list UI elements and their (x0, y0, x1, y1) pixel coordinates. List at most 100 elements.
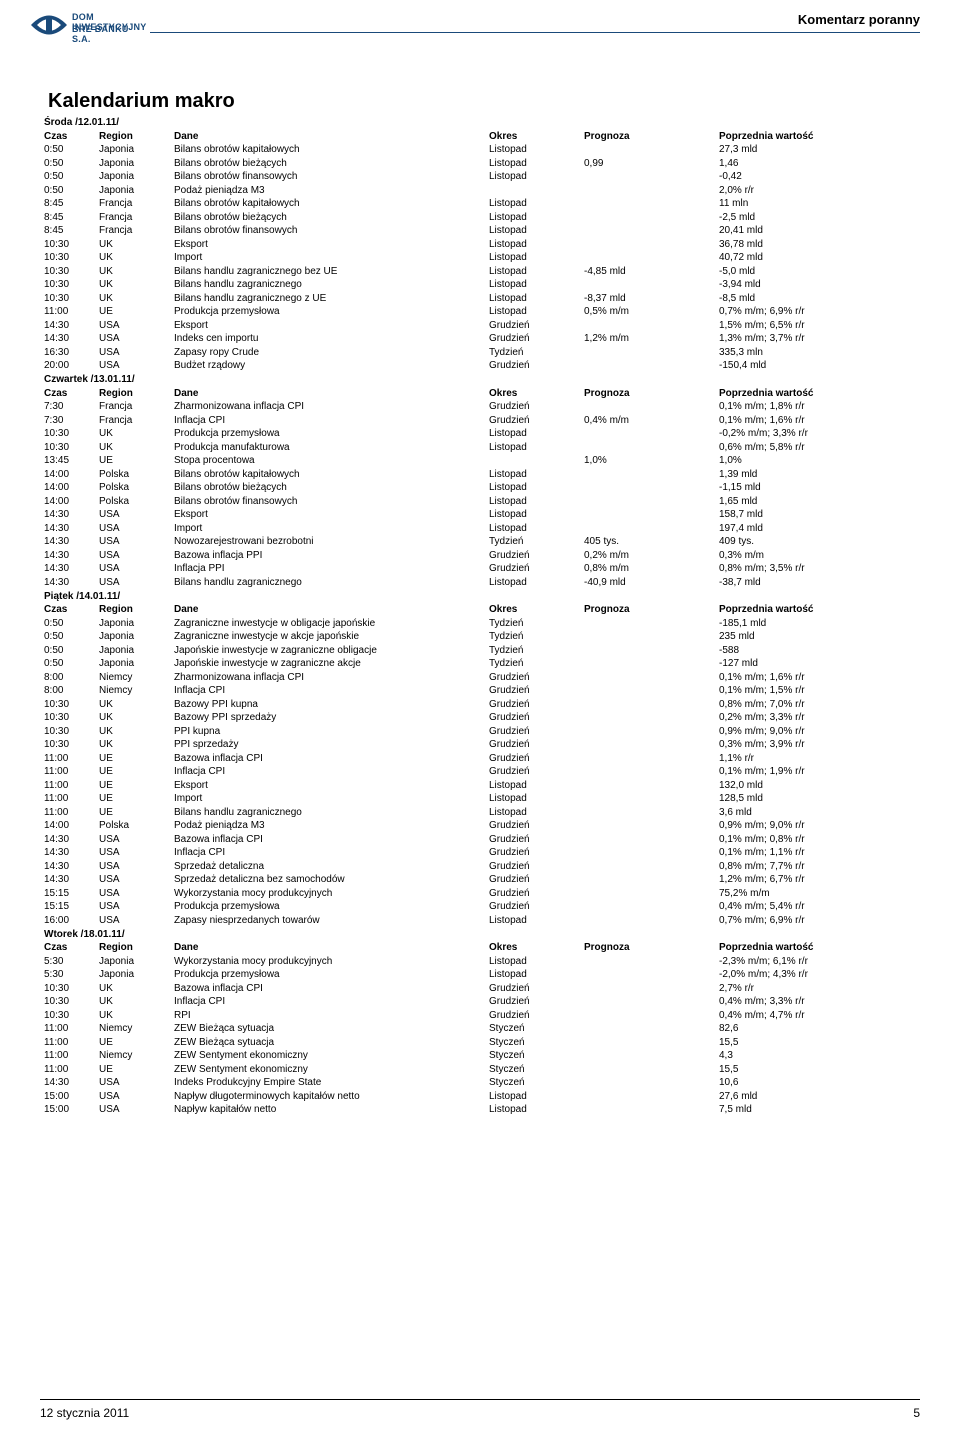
table-row: 14:30USAEksportGrudzień1,5% m/m; 6,5% r/… (42, 319, 920, 333)
table-cell (582, 225, 717, 239)
table-row: 14:30USAIndeks cen importuGrudzień1,2% m… (42, 333, 920, 347)
table-cell: Niemcy (97, 671, 172, 685)
table-row: 11:00UEProdukcja przemysłowaListopad0,5%… (42, 306, 920, 320)
table-cell: 0:50 (42, 157, 97, 171)
table-row: 14:00PolskaBilans obrotów bieżącychListo… (42, 482, 920, 496)
table-cell: 15:00 (42, 1090, 97, 1104)
table-cell: Listopad (487, 1104, 582, 1118)
table-cell: Tydzień (487, 536, 582, 550)
table-row: 11:00NiemcyZEW Bieżąca sytuacjaStyczeń82… (42, 1023, 920, 1037)
table-cell: 0:50 (42, 631, 97, 645)
table-row: 14:30USABazowa inflacja PPIGrudzień0,2% … (42, 549, 920, 563)
table-row: 14:00PolskaBilans obrotów finansowychLis… (42, 495, 920, 509)
table-cell: Grudzień (487, 874, 582, 888)
table-row: 14:30USAImportListopad197,4 mld (42, 522, 920, 536)
table-cell: USA (97, 346, 172, 360)
table-cell: 14:30 (42, 509, 97, 523)
table-cell: Import (172, 522, 487, 536)
table-cell: PPI kupna (172, 725, 487, 739)
logo-icon (30, 12, 68, 38)
table-row: 0:50JaponiaJapońskie inwestycje w zagran… (42, 644, 920, 658)
table-cell: -5,0 mld (717, 265, 920, 279)
table-cell: Tydzień (487, 658, 582, 672)
table-cell: Listopad (487, 292, 582, 306)
table-cell: Listopad (487, 225, 582, 239)
table-cell: Listopad (487, 779, 582, 793)
table-cell: 10:30 (42, 996, 97, 1010)
table-cell: Grudzień (487, 333, 582, 347)
table-cell: Grudzień (487, 901, 582, 915)
table-cell: USA (97, 576, 172, 590)
table-cell: 20:00 (42, 360, 97, 374)
table-cell: Wykorzystania mocy produkcyjnych (172, 955, 487, 969)
table-cell: USA (97, 522, 172, 536)
table-cell (582, 171, 717, 185)
table-cell: UK (97, 428, 172, 442)
table-cell: USA (97, 333, 172, 347)
table-cell: Zagraniczne inwestycje w akcje japońskie (172, 631, 487, 645)
column-header: Dane (172, 604, 487, 618)
table-cell: Grudzień (487, 360, 582, 374)
table-row: 15:15USAWykorzystania mocy produkcyjnych… (42, 887, 920, 901)
table-cell: 10:30 (42, 265, 97, 279)
table-cell: USA (97, 536, 172, 550)
table-row: 10:30UKPPI kupnaGrudzień0,9% m/m; 9,0% r… (42, 725, 920, 739)
table-cell (582, 1009, 717, 1023)
table-row: 7:30FrancjaInflacja CPIGrudzień0,4% m/m0… (42, 414, 920, 428)
table-row: 14:00PolskaBilans obrotów kapitałowychLi… (42, 468, 920, 482)
section-label: Wtorek /18.01.11/ (42, 928, 920, 942)
table-cell: 1,46 (717, 157, 920, 171)
table-cell (582, 468, 717, 482)
table-cell: Produkcja manufakturowa (172, 441, 487, 455)
footer-page-number: 5 (913, 1406, 920, 1420)
table-cell: Inflacja CPI (172, 414, 487, 428)
table-cell: -588 (717, 644, 920, 658)
table-cell: UK (97, 725, 172, 739)
table-cell: Tydzień (487, 631, 582, 645)
table-cell: UE (97, 455, 172, 469)
table-cell: Grudzień (487, 847, 582, 861)
table-cell: Bazowa inflacja PPI (172, 549, 487, 563)
table-cell: Import (172, 252, 487, 266)
table-cell: 10:30 (42, 1009, 97, 1023)
table-cell: 0,4% m/m (582, 414, 717, 428)
table-row: 8:00NiemcyInflacja CPIGrudzień0,1% m/m; … (42, 685, 920, 699)
table-cell: Grudzień (487, 766, 582, 780)
table-row: 16:00USAZapasy niesprzedanych towarówLis… (42, 914, 920, 928)
table-cell: 409 tys. (717, 536, 920, 550)
table-cell: Grudzień (487, 685, 582, 699)
table-cell: UK (97, 279, 172, 293)
table-cell: Bilans handlu zagranicznego (172, 279, 487, 293)
table-cell: Inflacja CPI (172, 847, 487, 861)
table-row: 10:30UKBilans handlu zagranicznegoListop… (42, 279, 920, 293)
table-cell: 0:50 (42, 658, 97, 672)
table-cell: Japonia (97, 617, 172, 631)
table-cell: Zharmonizowana inflacja CPI (172, 401, 487, 415)
table-cell: Listopad (487, 955, 582, 969)
table-cell: Bilans obrotów bieżących (172, 482, 487, 496)
table-cell: UK (97, 1009, 172, 1023)
table-cell (582, 698, 717, 712)
table-cell: USA (97, 901, 172, 915)
table-cell: 15,5 (717, 1036, 920, 1050)
table-cell: USA (97, 549, 172, 563)
table-cell: Eksport (172, 509, 487, 523)
table-row: 8:00NiemcyZharmonizowana inflacja CPIGru… (42, 671, 920, 685)
table-cell: Listopad (487, 441, 582, 455)
table-cell: USA (97, 360, 172, 374)
table-cell: Inflacja PPI (172, 563, 487, 577)
table-row: 14:30USANowozarejestrowani bezrobotniTyd… (42, 536, 920, 550)
section-label: Środa /12.01.11/ (42, 116, 920, 130)
table-cell: 1,1% r/r (717, 752, 920, 766)
table-cell: 0,1% m/m; 1,6% r/r (717, 671, 920, 685)
table-cell: Grudzień (487, 414, 582, 428)
table-cell: 0,99 (582, 157, 717, 171)
table-cell: 15:15 (42, 901, 97, 915)
table-cell (582, 482, 717, 496)
table-cell (582, 1050, 717, 1064)
table-cell: Tydzień (487, 346, 582, 360)
table-cell: 10,6 (717, 1077, 920, 1091)
table-cell: Listopad (487, 793, 582, 807)
table-cell (582, 401, 717, 415)
table-row: 10:30UKBazowy PPI sprzedażyGrudzień0,2% … (42, 712, 920, 726)
